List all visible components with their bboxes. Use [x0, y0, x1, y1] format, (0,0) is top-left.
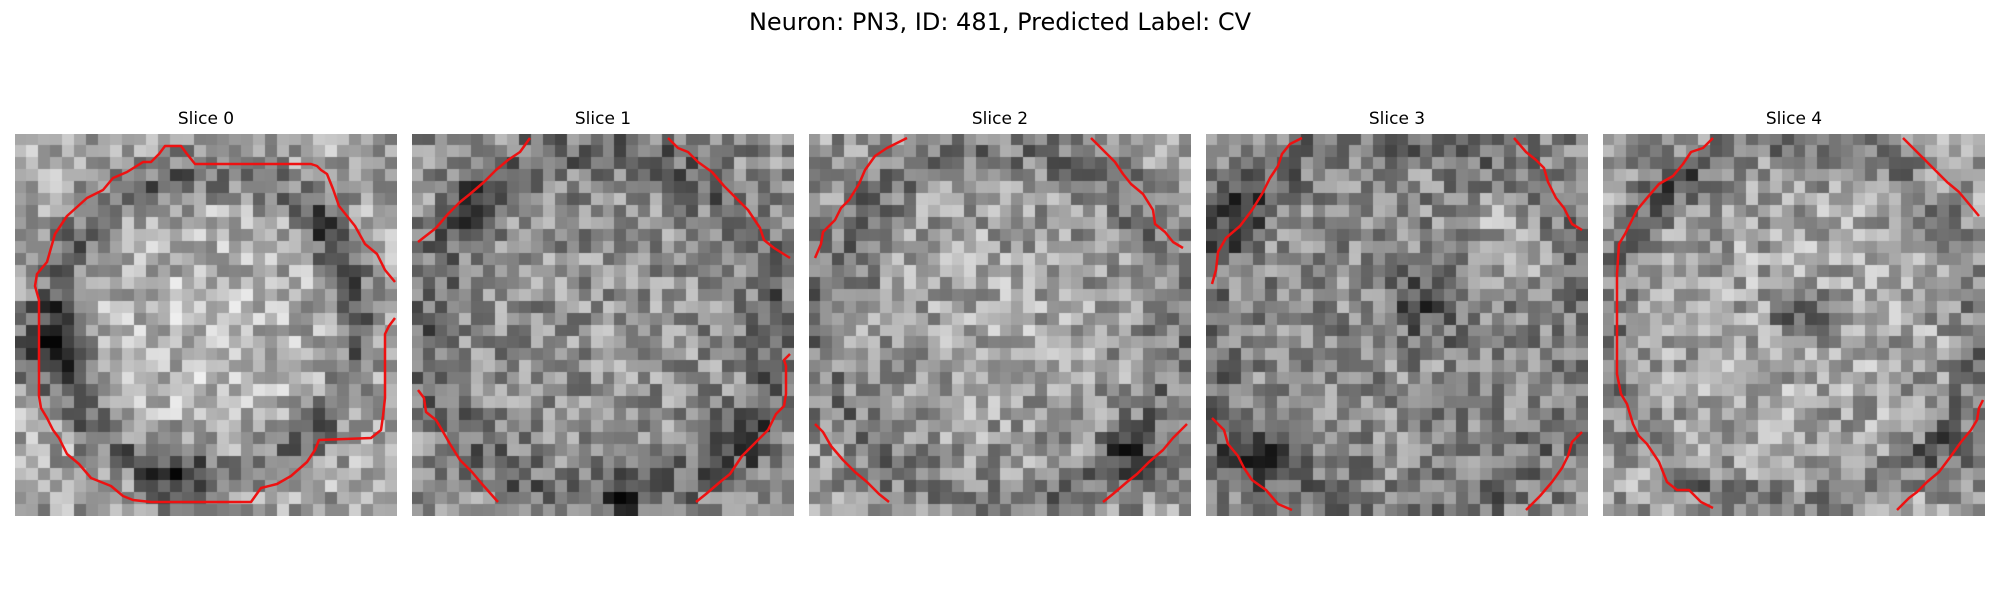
slice-4-title: Slice 4 [1765, 109, 1823, 129]
slice-2-image [809, 134, 1191, 516]
slice-0-title: Slice 0 [177, 109, 235, 129]
slice-1-image [412, 134, 794, 516]
slice-4-image [1603, 134, 1985, 516]
slice-3-image [1206, 134, 1588, 516]
slice-3-title: Slice 3 [1368, 109, 1426, 129]
figure-title: Neuron: PN3, ID: 481, Predicted Label: C… [748, 8, 1252, 36]
slice-1-title: Slice 1 [574, 109, 632, 129]
slice-2-title: Slice 2 [971, 109, 1029, 129]
slice-0-image [15, 134, 397, 516]
